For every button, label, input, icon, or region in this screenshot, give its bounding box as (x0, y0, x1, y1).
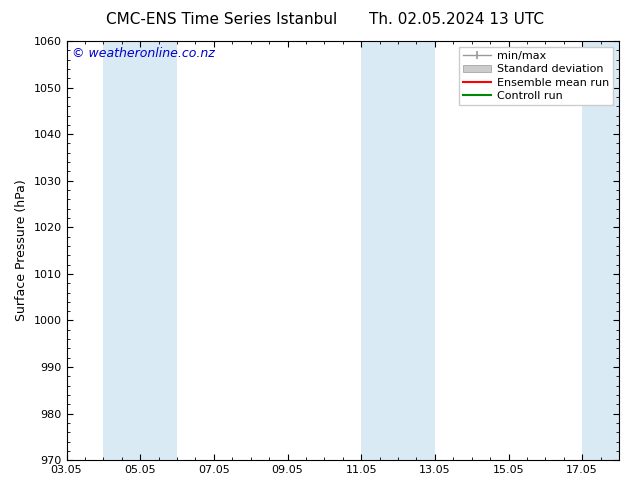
Bar (103, 41, 140, 460)
Bar (398, 41, 435, 460)
Text: © weatheronline.co.nz: © weatheronline.co.nz (72, 48, 215, 60)
Bar (140, 41, 177, 460)
Y-axis label: Surface Pressure (hPa): Surface Pressure (hPa) (15, 180, 28, 321)
Text: Th. 02.05.2024 13 UTC: Th. 02.05.2024 13 UTC (369, 12, 544, 27)
Legend: min/max, Standard deviation, Ensemble mean run, Controll run: min/max, Standard deviation, Ensemble me… (459, 47, 614, 105)
Bar (361, 41, 398, 460)
Text: CMC-ENS Time Series Istanbul: CMC-ENS Time Series Istanbul (107, 12, 337, 27)
Bar (582, 41, 619, 460)
